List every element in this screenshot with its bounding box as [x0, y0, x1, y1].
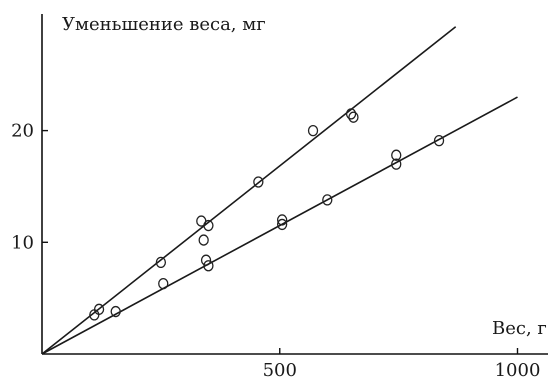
point-s0-2 [155, 256, 167, 269]
point-s1-0 [110, 305, 121, 318]
point-s1-4 [276, 214, 288, 226]
point-s0-5 [203, 219, 214, 232]
point-s1-5 [276, 218, 288, 231]
point-s0-6 [253, 176, 264, 188]
point-s1-8 [391, 158, 402, 170]
x-tick-label-1: 1000 [495, 360, 541, 380]
point-s1-1 [158, 277, 169, 290]
x-axis-label: Вес, г [492, 318, 547, 339]
point-s0-8 [345, 108, 357, 120]
data-points [89, 108, 445, 321]
x-tick-label-0: 500 [263, 360, 297, 380]
ticks: 500 1000 10 20 [11, 121, 540, 380]
y-tick-label-0: 10 [11, 232, 34, 253]
point-s1-9 [433, 135, 445, 147]
fit-line-1 [41, 96, 518, 355]
point-s1-2 [200, 254, 212, 266]
fit-line-0 [41, 26, 457, 355]
point-s0-9 [348, 111, 359, 123]
y-axis-label: Уменьшение веса, мг [62, 14, 266, 35]
point-s1-3 [203, 260, 214, 272]
y-tick-label-1: 20 [11, 121, 34, 142]
point-s0-1 [93, 303, 105, 315]
fit-lines [41, 26, 518, 355]
point-s1-7 [391, 149, 402, 161]
point-s0-4 [198, 234, 209, 246]
point-s1-6 [322, 194, 333, 206]
point-s0-7 [307, 124, 319, 137]
